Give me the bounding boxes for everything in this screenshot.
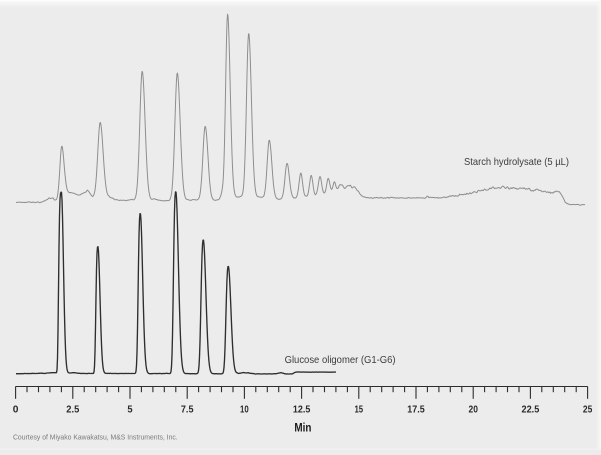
svg-text:5: 5 <box>127 404 132 415</box>
svg-text:Courtesy of Miyako Kawakatsu,: Courtesy of Miyako Kawakatsu, M&S Instru… <box>13 433 178 441</box>
svg-text:25: 25 <box>583 404 593 415</box>
svg-text:Starch hydrolysate (5 µL): Starch hydrolysate (5 µL) <box>464 157 569 168</box>
svg-text:10: 10 <box>240 404 249 415</box>
svg-text:20: 20 <box>469 404 479 415</box>
svg-text:7.5: 7.5 <box>181 404 194 415</box>
svg-text:Glucose oligomer (G1-G6): Glucose oligomer (G1-G6) <box>285 355 396 366</box>
svg-text:17.5: 17.5 <box>407 404 425 415</box>
svg-text:15: 15 <box>354 404 363 415</box>
svg-text:0: 0 <box>13 404 19 415</box>
svg-text:12.5: 12.5 <box>293 404 311 415</box>
svg-text:Min: Min <box>294 421 311 435</box>
svg-text:22.5: 22.5 <box>522 404 540 415</box>
svg-text:2.5: 2.5 <box>66 404 79 415</box>
